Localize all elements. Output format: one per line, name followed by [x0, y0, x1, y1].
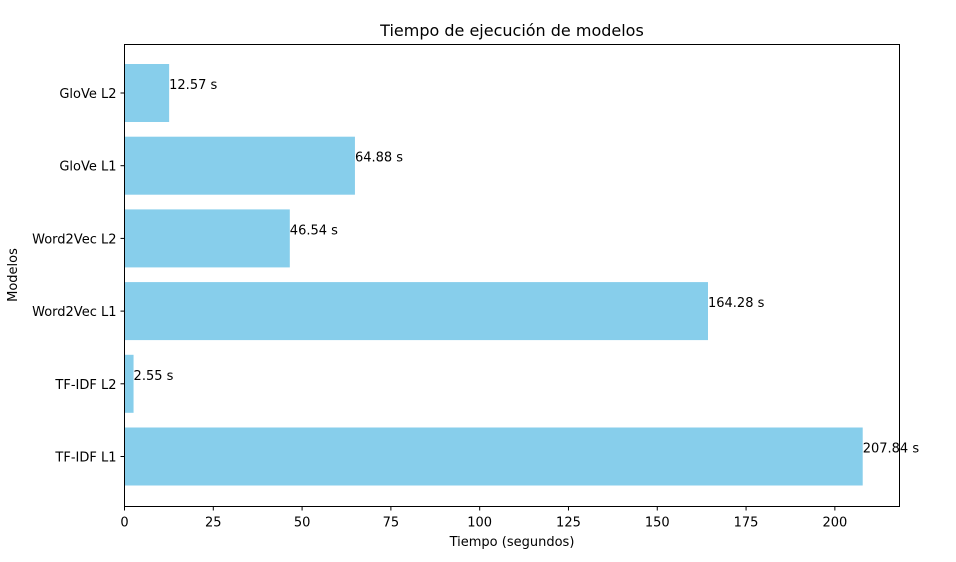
- x-tick-label: 50: [294, 516, 311, 531]
- plot-frame: [124, 44, 900, 507]
- y-axis-ticks: TF-IDF L1 TF-IDF L2 Word2Vec L1 Word2Vec L2…: [32, 87, 125, 466]
- x-tick-label: 200: [822, 516, 847, 531]
- y-axis-label: Modelos: [6, 248, 21, 302]
- x-tick-label: 125: [556, 516, 581, 531]
- x-tick-label: 150: [645, 516, 670, 531]
- chart-title: Tiempo de ejecución de modelos: [379, 21, 644, 40]
- x-tick-label: 25: [205, 516, 222, 531]
- x-tick-label: 0: [120, 516, 128, 531]
- bar-value-label: 164.28 s: [708, 296, 765, 311]
- y-tick-label: GloVe L1: [59, 160, 116, 175]
- x-axis-label: Tiempo (segundos): [449, 535, 575, 550]
- bar: [124, 427, 863, 486]
- bar: [124, 64, 170, 122]
- y-tick-label: GloVe L2: [59, 87, 116, 102]
- bars-layer: 207.84 s 2.55 s 164.28 s 46.54 s 64.88 s 12.5…: [124, 64, 920, 486]
- x-tick-label: 75: [383, 516, 400, 531]
- bar: [124, 354, 134, 413]
- bar-value-label: 207.84 s: [863, 442, 920, 457]
- bar: [124, 282, 708, 341]
- bar: [124, 209, 290, 268]
- x-tick-label: 175: [734, 516, 759, 531]
- bar-value-label: 12.57 s: [169, 78, 217, 93]
- y-tick-label: TF-IDF L2: [54, 378, 116, 393]
- y-tick-label: Word2Vec L2: [32, 232, 116, 247]
- y-tick-label: Word2Vec L1: [32, 305, 116, 320]
- bar: [124, 136, 355, 195]
- x-axis-ticks: 0 25 50 75 100 125 150 175 200: [120, 506, 847, 531]
- bar-value-label: 64.88 s: [355, 151, 403, 166]
- bar-value-label: 2.55 s: [134, 369, 174, 384]
- x-tick-label: 100: [467, 516, 492, 531]
- y-tick-label: TF-IDF L1: [54, 451, 116, 466]
- bar-value-label: 46.54 s: [290, 223, 338, 238]
